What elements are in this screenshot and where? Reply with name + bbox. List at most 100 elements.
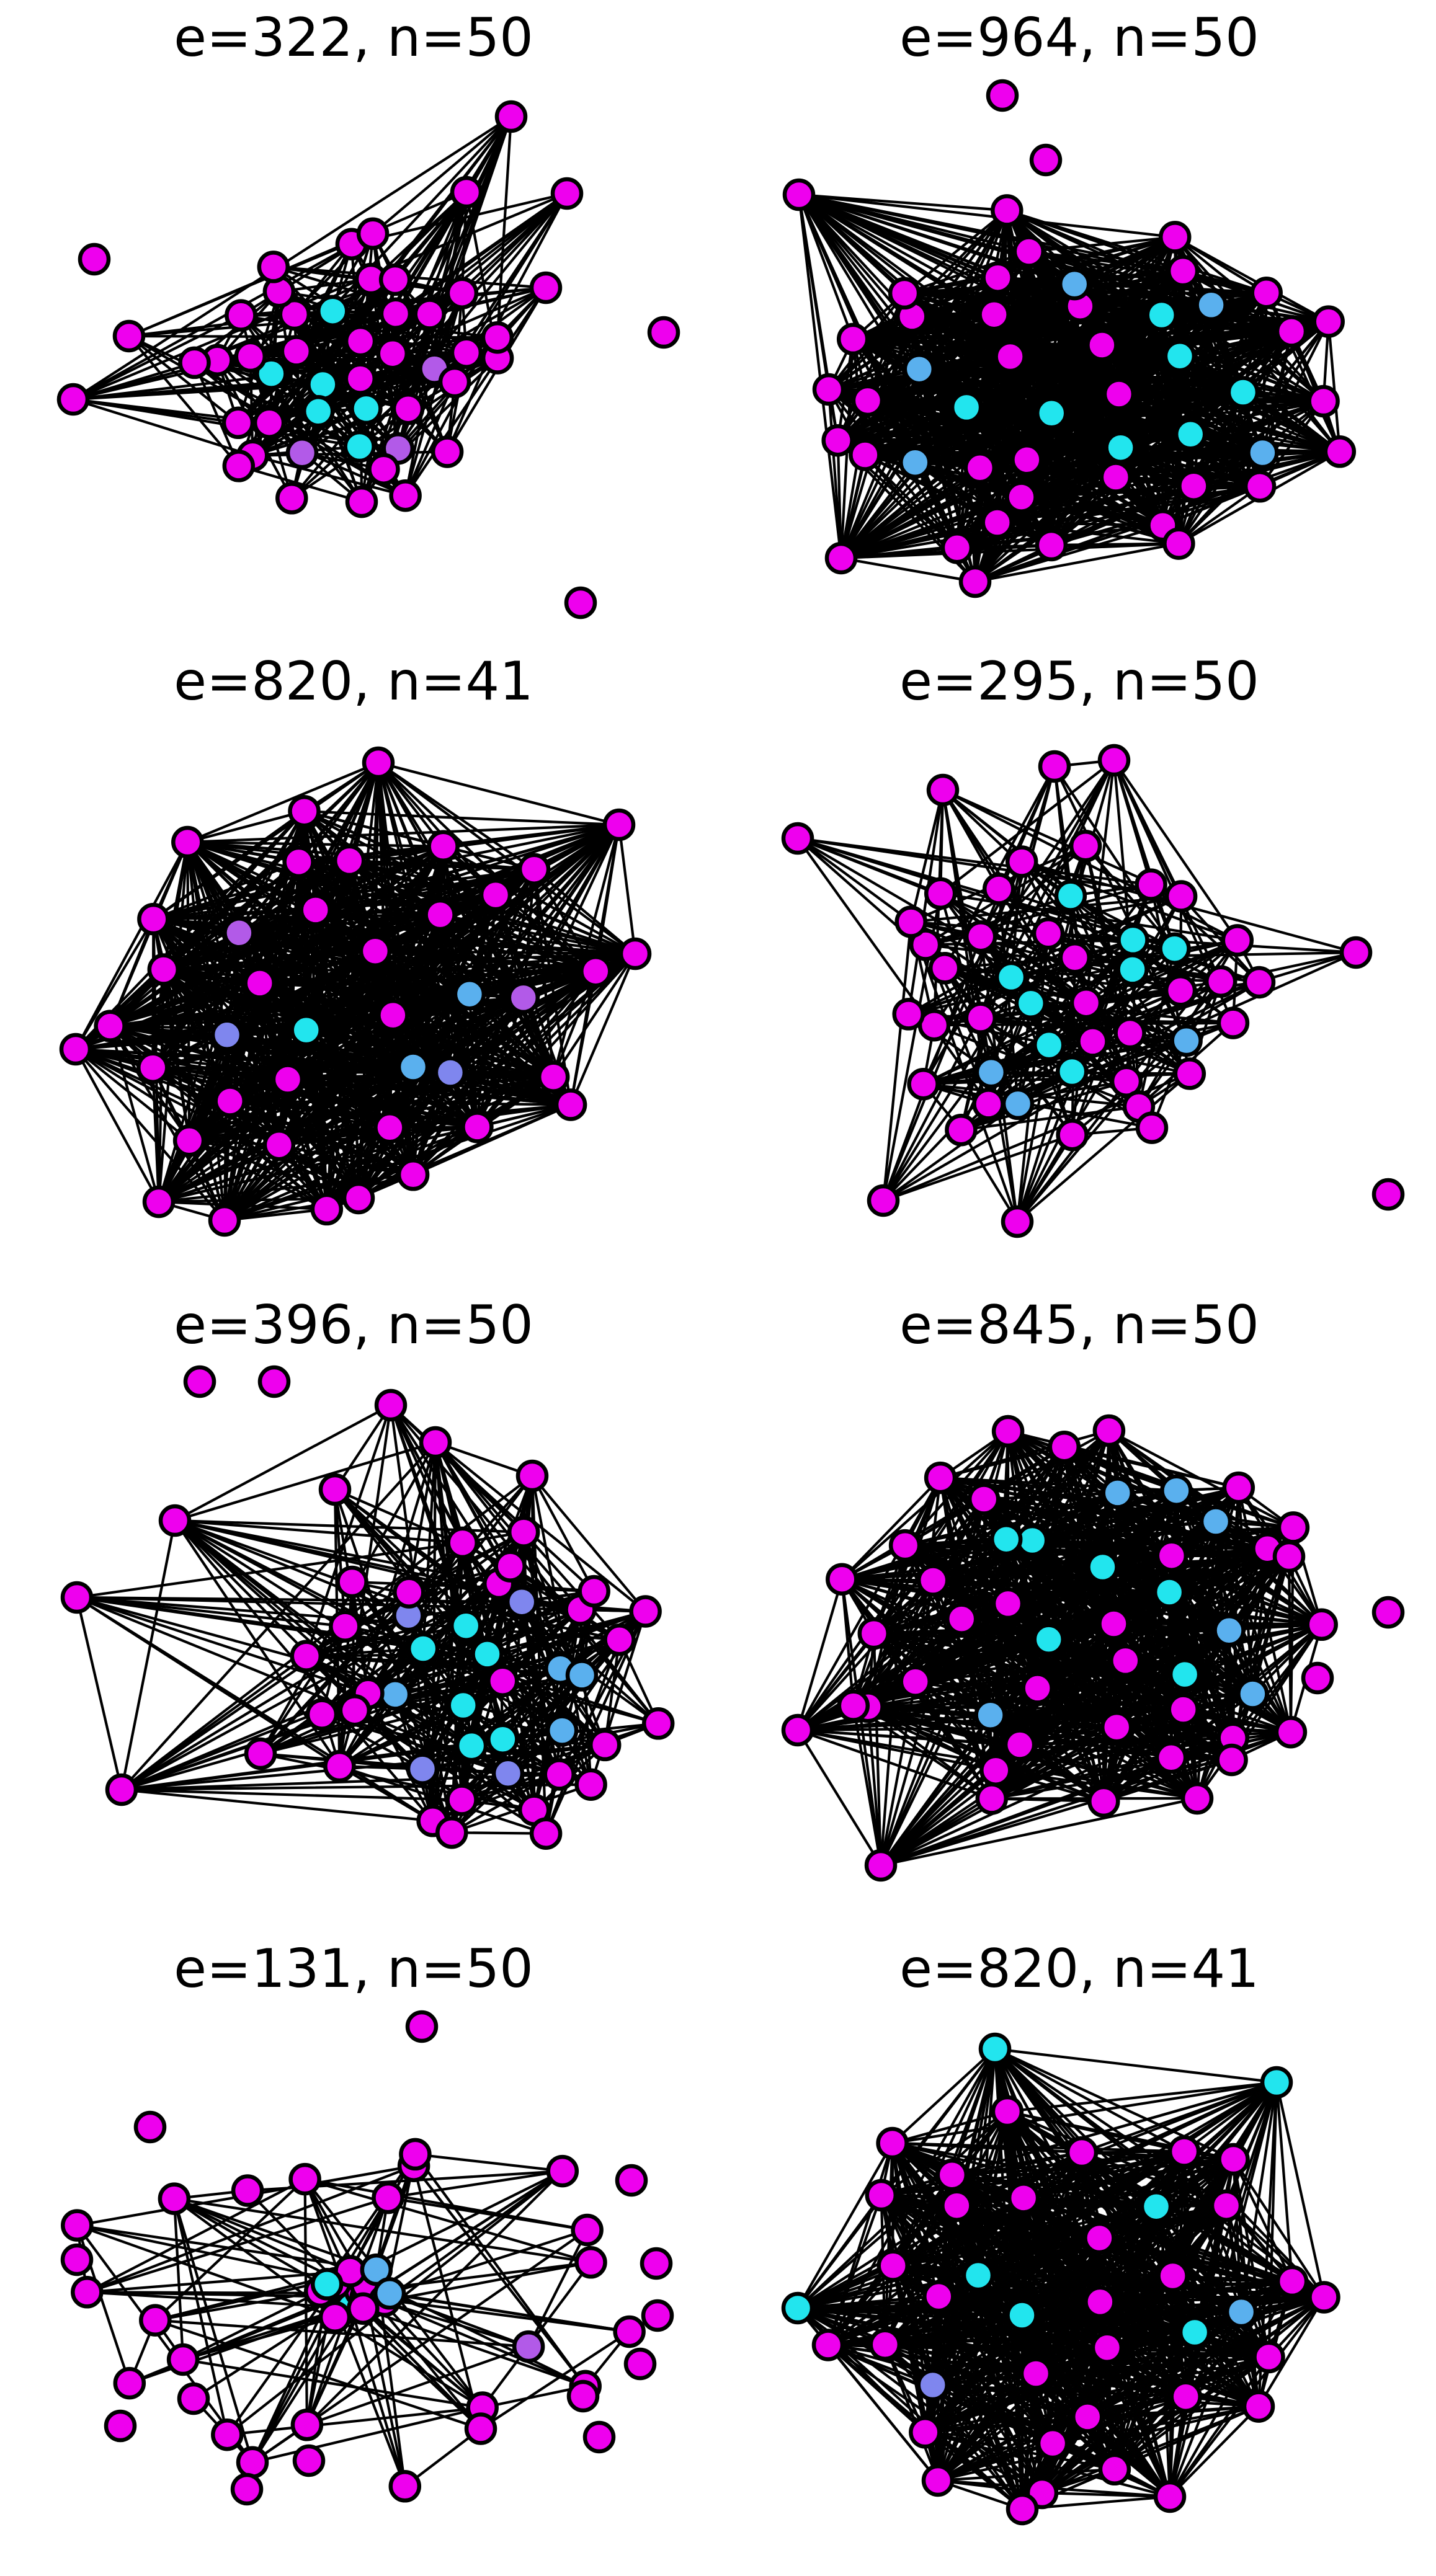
graph-edge	[532, 868, 637, 956]
graph-edge	[333, 1488, 561, 1776]
graph-node-blue	[1246, 436, 1279, 469]
panel-title-6: e=845, n=50	[899, 1294, 1259, 1356]
graph-edge	[973, 485, 1262, 584]
graph-node-magenta	[924, 877, 957, 910]
graph-edge	[881, 1134, 1074, 1202]
graph-node-magenta	[1099, 461, 1133, 494]
graph-edge	[377, 761, 637, 956]
graph-node-magenta	[438, 365, 471, 399]
graph-node-magenta	[507, 1516, 540, 1548]
graph-edge	[303, 810, 621, 827]
graph-node-magenta	[888, 1529, 922, 1562]
graph-node-magenta	[479, 878, 512, 912]
panel-title-7: e=131, n=50	[174, 1938, 533, 2000]
graph-edge	[127, 334, 361, 448]
graph-node-magenta	[136, 1051, 169, 1084]
graph-node-magenta	[1166, 254, 1200, 288]
graph-edge	[1241, 320, 1330, 394]
graph-edge	[71, 232, 375, 401]
graph-node-cyan	[290, 1013, 323, 1047]
graph-node-violet	[285, 437, 319, 469]
graph-node-magenta	[231, 2174, 264, 2207]
graph-edge	[151, 845, 445, 1069]
graph-node-magenta	[1307, 384, 1340, 418]
graph-node-magenta	[112, 319, 146, 353]
graph-node-magenta	[1242, 966, 1276, 999]
graph-edge	[796, 837, 942, 895]
graph-node-magenta	[517, 853, 551, 886]
graph-edge	[960, 1129, 1019, 1224]
graph-edge	[186, 810, 306, 844]
graph-node-magenta	[230, 2472, 264, 2506]
graph-node-magenta	[427, 830, 460, 863]
graph-node-magenta	[137, 902, 170, 936]
graph-node-magenta	[1058, 941, 1092, 974]
graph-node-periwinkle	[210, 1018, 244, 1052]
graph-node-magenta	[59, 1033, 92, 1066]
graph-node-blue	[903, 352, 936, 386]
graph-node-magenta	[257, 1365, 291, 1398]
graph-edge	[277, 845, 445, 1147]
graph-node-magenta	[139, 2304, 172, 2337]
graph-node-magenta	[603, 1623, 636, 1656]
graph-node-magenta	[1252, 2340, 1285, 2374]
graph-node-magenta	[288, 2162, 321, 2196]
graph-node-magenta	[981, 261, 1014, 294]
panel-title-5: e=396, n=50	[174, 1294, 533, 1356]
graph-node-magenta	[252, 406, 286, 439]
graph-edge	[907, 788, 945, 1016]
graph-node-magenta	[975, 1782, 1009, 1815]
graph-node-magenta	[781, 1713, 814, 1747]
panel-2-nodes	[782, 79, 1357, 598]
graph-node-magenta	[275, 482, 308, 515]
graph-node-magenta	[413, 298, 446, 331]
graph-node-magenta	[1217, 2143, 1250, 2176]
graph-edge	[173, 1519, 524, 1604]
graph-edge	[186, 823, 621, 844]
graph-node-magenta	[1210, 2189, 1243, 2222]
graph-node-magenta	[812, 373, 845, 406]
graph-node-magenta	[615, 2164, 648, 2197]
graph-edge	[1015, 1072, 1191, 1224]
graph-edge	[989, 1070, 1191, 1075]
graph-node-magenta	[373, 1111, 406, 1144]
graph-panel-4: e=295, n=50	[781, 651, 1405, 1238]
graph-node-magenta	[1250, 277, 1283, 309]
graph-edge	[552, 970, 597, 1078]
graph-edge	[120, 1519, 177, 1792]
graph-edge	[1100, 344, 1264, 455]
graph-edge	[552, 952, 637, 1078]
graph-node-magenta	[1162, 527, 1195, 560]
graph-node-magenta	[1090, 2331, 1124, 2365]
graph-edge	[268, 367, 436, 424]
graph-node-blue	[1160, 1474, 1193, 1507]
graph-node-magenta	[461, 1111, 494, 1144]
graph-edge	[186, 840, 442, 917]
graph-edge	[907, 932, 1050, 1016]
graph-edge	[797, 193, 1325, 403]
graph-node-magenta	[981, 506, 1014, 539]
graph-node-magenta	[1048, 1430, 1081, 1463]
graph-node-magenta	[446, 1526, 479, 1560]
graph-node-magenta	[362, 746, 395, 779]
graph-edge	[408, 1441, 437, 1594]
graph-node-magenta	[876, 2249, 909, 2282]
graph-node-magenta	[1098, 2453, 1131, 2486]
graph-edge	[216, 358, 304, 455]
graph-node-magenta	[389, 479, 422, 512]
graph-edge	[955, 485, 1262, 549]
panel-3-nodes	[59, 746, 652, 1237]
graph-edge	[450, 1743, 607, 1834]
graph-edge	[1009, 758, 1116, 979]
graph-edge	[353, 1441, 437, 1712]
graph-node-magenta	[310, 1193, 344, 1226]
graph-panel-1: e=322, n=50	[56, 7, 680, 620]
graph-edge	[569, 952, 637, 1106]
graph-node-magenta	[781, 822, 814, 855]
graph-edge	[314, 908, 637, 956]
graph-edge	[955, 476, 1117, 549]
graph-edge	[348, 859, 497, 897]
graph-node-magenta	[271, 1063, 305, 1096]
graph-edge	[1174, 236, 1268, 295]
graph-edge	[388, 845, 445, 1129]
